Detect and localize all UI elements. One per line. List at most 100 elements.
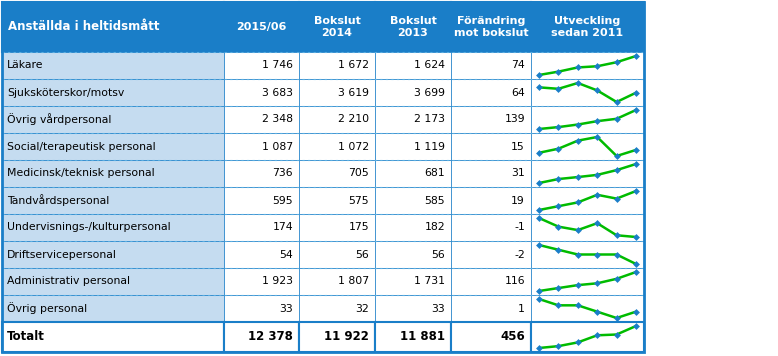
- Bar: [224, 160, 299, 187]
- Text: 2 348: 2 348: [262, 115, 293, 125]
- Bar: [451, 106, 531, 133]
- Text: Övrig vårdpersonal: Övrig vårdpersonal: [7, 114, 111, 125]
- Bar: [2, 160, 224, 187]
- Text: 3 619: 3 619: [338, 88, 369, 98]
- Bar: [531, 295, 644, 322]
- Text: 56: 56: [431, 250, 445, 260]
- Text: 1: 1: [518, 304, 525, 314]
- Text: 1 087: 1 087: [262, 141, 293, 152]
- Bar: [375, 160, 451, 187]
- Text: 1 624: 1 624: [414, 61, 445, 70]
- Bar: [531, 322, 644, 352]
- Text: 33: 33: [431, 304, 445, 314]
- Text: Undervisnings-/kulturpersonal: Undervisnings-/kulturpersonal: [7, 222, 170, 232]
- Text: 174: 174: [272, 222, 293, 232]
- Bar: [451, 322, 531, 352]
- Bar: [375, 322, 451, 352]
- Bar: [531, 133, 644, 160]
- Bar: [531, 52, 644, 79]
- Text: Administrativ personal: Administrativ personal: [7, 277, 130, 287]
- Text: Totalt: Totalt: [7, 330, 45, 344]
- Bar: [224, 79, 299, 106]
- Text: Driftservicepersonal: Driftservicepersonal: [7, 250, 117, 260]
- Text: 1 923: 1 923: [262, 277, 293, 287]
- Bar: [451, 2, 531, 52]
- Bar: [299, 241, 375, 268]
- Bar: [2, 133, 224, 160]
- Text: 736: 736: [272, 168, 293, 178]
- Text: Läkare: Läkare: [7, 61, 44, 70]
- Bar: [451, 214, 531, 241]
- Bar: [375, 133, 451, 160]
- Text: 595: 595: [272, 195, 293, 205]
- Bar: [451, 160, 531, 187]
- Bar: [299, 295, 375, 322]
- Text: 1 807: 1 807: [338, 277, 369, 287]
- Text: 1 672: 1 672: [338, 61, 369, 70]
- Text: 11 881: 11 881: [400, 330, 445, 344]
- Bar: [224, 322, 299, 352]
- Text: 32: 32: [356, 304, 369, 314]
- Text: 681: 681: [424, 168, 445, 178]
- Bar: [299, 133, 375, 160]
- Text: Sjuksköterskor/motsv: Sjuksköterskor/motsv: [7, 88, 124, 98]
- Text: 182: 182: [424, 222, 445, 232]
- Bar: [299, 106, 375, 133]
- Text: 54: 54: [279, 250, 293, 260]
- Bar: [2, 2, 224, 52]
- Bar: [299, 268, 375, 295]
- Bar: [2, 295, 224, 322]
- Text: 2 210: 2 210: [338, 115, 369, 125]
- Text: Bokslut
2013: Bokslut 2013: [390, 16, 436, 38]
- Bar: [2, 214, 224, 241]
- Bar: [2, 322, 224, 352]
- Text: 1 746: 1 746: [262, 61, 293, 70]
- Bar: [2, 106, 224, 133]
- Bar: [2, 2, 644, 352]
- Bar: [451, 187, 531, 214]
- Bar: [299, 2, 375, 52]
- Text: -1: -1: [514, 222, 525, 232]
- Bar: [224, 133, 299, 160]
- Bar: [375, 241, 451, 268]
- Bar: [451, 52, 531, 79]
- Bar: [375, 106, 451, 133]
- Bar: [451, 79, 531, 106]
- Bar: [531, 106, 644, 133]
- Text: 1 072: 1 072: [338, 141, 369, 152]
- Bar: [2, 52, 224, 79]
- Text: Anställda i heltidsmått: Anställda i heltidsmått: [8, 21, 159, 33]
- Text: 74: 74: [511, 61, 525, 70]
- Bar: [375, 52, 451, 79]
- Bar: [299, 187, 375, 214]
- Text: 56: 56: [356, 250, 369, 260]
- Text: 139: 139: [504, 115, 525, 125]
- Bar: [224, 295, 299, 322]
- Bar: [299, 52, 375, 79]
- Text: 1 119: 1 119: [414, 141, 445, 152]
- Bar: [531, 268, 644, 295]
- Bar: [451, 295, 531, 322]
- Bar: [2, 241, 224, 268]
- Text: Utveckling
sedan 2011: Utveckling sedan 2011: [552, 16, 623, 38]
- Text: 2015/06: 2015/06: [237, 22, 286, 32]
- Text: 2 173: 2 173: [414, 115, 445, 125]
- Bar: [224, 187, 299, 214]
- Bar: [531, 214, 644, 241]
- Text: -2: -2: [514, 250, 525, 260]
- Bar: [375, 187, 451, 214]
- Text: Övrig personal: Övrig personal: [7, 303, 87, 314]
- Text: 175: 175: [349, 222, 369, 232]
- Bar: [451, 133, 531, 160]
- Text: 19: 19: [511, 195, 525, 205]
- Text: 15: 15: [511, 141, 525, 152]
- Text: 31: 31: [511, 168, 525, 178]
- Bar: [299, 79, 375, 106]
- Bar: [375, 268, 451, 295]
- Bar: [2, 268, 224, 295]
- Text: 585: 585: [424, 195, 445, 205]
- Text: 1 731: 1 731: [414, 277, 445, 287]
- Bar: [451, 268, 531, 295]
- Text: 64: 64: [511, 88, 525, 98]
- Bar: [531, 79, 644, 106]
